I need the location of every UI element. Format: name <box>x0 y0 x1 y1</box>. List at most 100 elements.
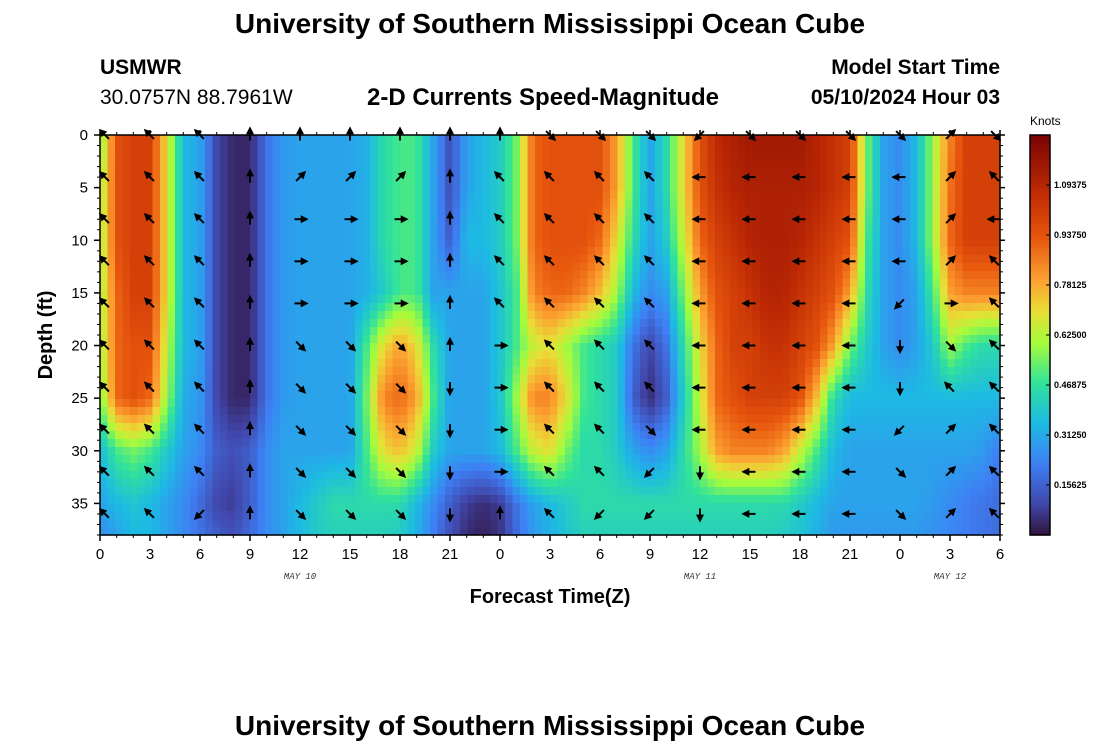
heatmap-cell <box>700 143 709 152</box>
heatmap-cell <box>610 319 619 328</box>
heatmap-cell <box>910 359 919 368</box>
heatmap-cell <box>625 231 634 240</box>
heatmap-cell <box>880 167 889 176</box>
heatmap-cell <box>925 407 934 416</box>
heatmap-cell <box>415 239 424 248</box>
heatmap-cell <box>835 407 844 416</box>
heatmap-cell <box>197 207 206 216</box>
heatmap-cell <box>647 167 656 176</box>
heatmap-cell <box>437 463 446 472</box>
heatmap-cell <box>602 303 611 312</box>
heatmap-cell <box>512 135 521 144</box>
heatmap-cell <box>670 191 679 200</box>
heatmap-cell <box>970 135 979 144</box>
heatmap-cell <box>602 399 611 408</box>
heatmap-cell <box>790 351 799 360</box>
heatmap-cell <box>325 399 334 408</box>
heatmap-cell <box>805 207 814 216</box>
heatmap-cell <box>865 231 874 240</box>
heatmap-cell <box>347 255 356 264</box>
heatmap-cell <box>242 383 251 392</box>
heatmap-cell <box>317 279 326 288</box>
heatmap-cell <box>452 183 461 192</box>
heatmap-cell <box>632 311 641 320</box>
heatmap-cell <box>362 415 371 424</box>
heatmap-cell <box>970 399 979 408</box>
heatmap-cell <box>992 183 1001 192</box>
heatmap-cell <box>302 223 311 232</box>
heatmap-cell <box>647 423 656 432</box>
heatmap-cell <box>685 439 694 448</box>
heatmap-cell <box>700 271 709 280</box>
heatmap-cell <box>325 167 334 176</box>
heatmap-cell <box>647 447 656 456</box>
heatmap-cell <box>842 399 851 408</box>
heatmap-cell <box>280 199 289 208</box>
heatmap-cell <box>565 215 574 224</box>
heatmap-cell <box>685 143 694 152</box>
heatmap-cell <box>655 167 664 176</box>
heatmap-cell <box>332 303 341 312</box>
heatmap-cell <box>730 263 739 272</box>
heatmap-cell <box>550 455 559 464</box>
heatmap-cell <box>542 327 551 336</box>
heatmap-cell <box>460 335 469 344</box>
heatmap-cell <box>737 431 746 440</box>
heatmap-cell <box>602 255 611 264</box>
heatmap-cell <box>407 439 416 448</box>
heatmap-cell <box>250 287 259 296</box>
heatmap-cell <box>287 143 296 152</box>
heatmap-cell <box>707 223 716 232</box>
heatmap-cell <box>167 175 176 184</box>
heatmap-cell <box>970 311 979 320</box>
heatmap-cell <box>692 191 701 200</box>
heatmap-cell <box>812 247 821 256</box>
heatmap-cell <box>257 311 266 320</box>
heatmap-cell <box>167 287 176 296</box>
heatmap-cell <box>565 463 574 472</box>
heatmap-cell <box>730 279 739 288</box>
heatmap-cell <box>175 447 184 456</box>
heatmap-cell <box>475 135 484 144</box>
heatmap-cell <box>647 311 656 320</box>
heatmap-cell <box>295 199 304 208</box>
heatmap-cell <box>677 151 686 160</box>
heatmap-cell <box>767 399 776 408</box>
heatmap-cell <box>152 407 161 416</box>
heatmap-cell <box>467 367 476 376</box>
heatmap-cell <box>212 391 221 400</box>
heatmap-cell <box>910 239 919 248</box>
heatmap-cell <box>542 455 551 464</box>
heatmap-cell <box>302 463 311 472</box>
heatmap-cell <box>407 447 416 456</box>
heatmap-cell <box>572 151 581 160</box>
heatmap-cell <box>805 367 814 376</box>
heatmap-cell <box>407 311 416 320</box>
heatmap-cell <box>212 167 221 176</box>
heatmap-cell <box>625 311 634 320</box>
heatmap-cell <box>722 247 731 256</box>
heatmap-cell <box>490 359 499 368</box>
heatmap-cell <box>737 447 746 456</box>
heatmap-cell <box>797 191 806 200</box>
heatmap-cell <box>115 431 124 440</box>
heatmap-cell <box>362 143 371 152</box>
heatmap-cell <box>422 239 431 248</box>
heatmap-cell <box>722 279 731 288</box>
heatmap-cell <box>422 375 431 384</box>
heatmap-cell <box>760 215 769 224</box>
heatmap-cell <box>430 455 439 464</box>
heatmap-cell <box>505 343 514 352</box>
heatmap-cell <box>527 359 536 368</box>
heatmap-cell <box>220 207 229 216</box>
heatmap-cell <box>520 167 529 176</box>
heatmap-cell <box>722 415 731 424</box>
heatmap-cell <box>737 375 746 384</box>
heatmap-cell <box>250 431 259 440</box>
heatmap-cell <box>610 447 619 456</box>
heatmap-cell <box>632 167 641 176</box>
heatmap-cell <box>227 359 236 368</box>
heatmap-cell <box>295 415 304 424</box>
heatmap-cell <box>662 175 671 184</box>
heatmap-cell <box>707 447 716 456</box>
